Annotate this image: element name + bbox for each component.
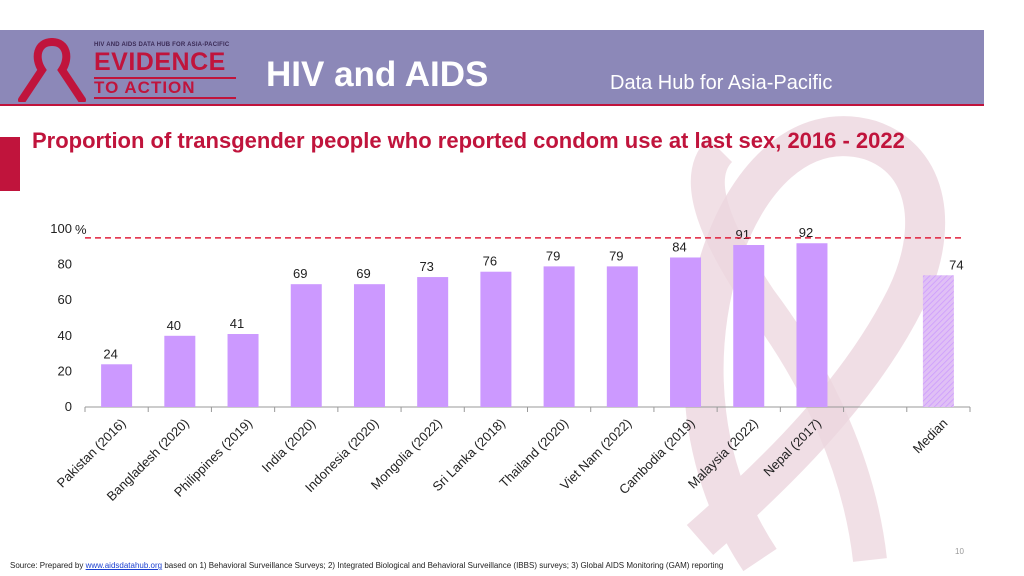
bar-value-label: 69 — [356, 266, 370, 281]
x-category-label: Median — [910, 416, 951, 457]
data-bar — [733, 245, 765, 407]
y-tick-label: 100 — [50, 221, 72, 236]
bar-value-label: 40 — [167, 318, 181, 333]
bar-value-label: 73 — [419, 259, 433, 274]
title-accent-bar — [0, 137, 20, 191]
data-bar — [480, 271, 512, 407]
x-category-label: Nepal (2017) — [760, 416, 824, 480]
source-suffix: based on 1) Behavioral Surveillance Surv… — [162, 561, 724, 570]
bar-value-label: 41 — [230, 316, 244, 331]
data-bar — [164, 335, 196, 407]
bar-value-label: 84 — [672, 239, 686, 254]
median-bar — [922, 275, 954, 407]
bar-value-label: 91 — [736, 227, 750, 242]
bar-value-label: 76 — [483, 254, 497, 269]
data-bar — [353, 284, 385, 407]
bar-value-label: 74 — [949, 257, 963, 272]
bar-value-label: 24 — [103, 346, 117, 361]
red-ribbon-icon — [18, 38, 86, 104]
y-tick-label: 80 — [58, 257, 72, 272]
bar-value-label: 92 — [799, 225, 813, 240]
x-category-label: India (2020) — [259, 416, 319, 476]
y-tick-label: 60 — [58, 292, 72, 307]
logo-to-action-text: TO ACTION — [94, 77, 236, 99]
bar-value-label: 79 — [546, 248, 560, 263]
y-unit-label: % — [75, 222, 87, 237]
y-tick-label: 20 — [58, 363, 72, 378]
app-title: HIV and AIDS — [266, 55, 489, 94]
app-subtitle: Data Hub for Asia-Pacific — [610, 72, 833, 94]
data-bar — [101, 364, 133, 407]
data-bar — [543, 266, 575, 407]
aidsdatahub-link[interactable]: www.aidsdatahub.org — [85, 561, 163, 570]
data-bar — [417, 277, 449, 407]
page-title: Proportion of transgender people who rep… — [32, 128, 905, 153]
bar-value-label: 79 — [609, 248, 623, 263]
data-bar — [290, 284, 322, 407]
source-prefix: Source: Prepared by — [10, 561, 86, 570]
y-tick-label: 0 — [65, 399, 72, 414]
data-bar — [227, 334, 259, 407]
page-number: 10 — [955, 547, 964, 556]
y-tick-label: 40 — [58, 328, 72, 343]
data-bar — [670, 257, 702, 407]
logo-evidence-text: EVIDENCE — [94, 48, 226, 76]
logo-tagline: HIV AND AIDS DATA HUB FOR ASIA-PACIFIC — [94, 42, 230, 48]
source-note: Source: Prepared by www.aidsdatahub.org … — [10, 561, 723, 570]
data-bar — [796, 243, 828, 407]
header-bar: HIV AND AIDS DATA HUB FOR ASIA-PACIFIC E… — [0, 30, 984, 106]
data-bar — [606, 266, 638, 407]
bar-value-label: 69 — [293, 266, 307, 281]
evidence-to-action-logo: HIV AND AIDS DATA HUB FOR ASIA-PACIFIC E… — [12, 36, 247, 104]
